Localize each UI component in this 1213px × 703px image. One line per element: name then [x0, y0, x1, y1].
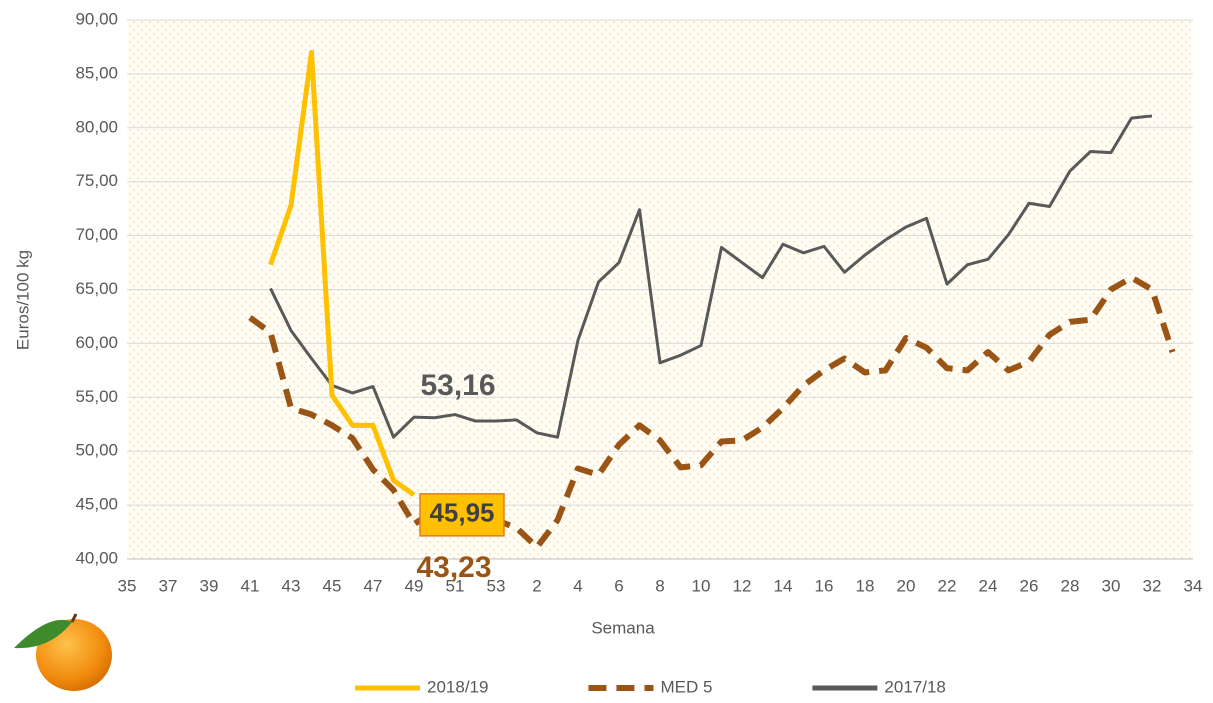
x-tick-label: 35: [118, 576, 137, 595]
y-tick-label: 45,00: [75, 495, 118, 514]
x-tick-label: 30: [1102, 576, 1121, 595]
y-tick-label: 40,00: [75, 548, 118, 567]
data-label: 43,23: [416, 551, 491, 584]
y-tick-label: 55,00: [75, 387, 118, 406]
x-tick-label: 20: [897, 576, 916, 595]
chart: Euros/100 kg Semana 40,00 45,00 50,00 55,00…: [0, 0, 1213, 698]
orange-icon: [14, 614, 112, 691]
x-tick-label: 26: [1020, 576, 1039, 595]
x-tick-label: 47: [364, 576, 383, 595]
y-tick-label: 85,00: [75, 63, 118, 82]
x-tick-label: 43: [282, 576, 301, 595]
x-tick-label: 2: [532, 576, 541, 595]
x-tick-label: 4: [573, 576, 582, 595]
x-tick-label: 22: [938, 576, 957, 595]
x-tick-label: 18: [856, 576, 875, 595]
legend-label: 2017/18: [884, 677, 945, 696]
x-tick-label: 45: [323, 576, 342, 595]
y-tick-label: 80,00: [75, 117, 118, 136]
x-tick-label: 6: [614, 576, 623, 595]
y-tick-label: 90,00: [75, 9, 118, 28]
legend-label: MED 5: [660, 677, 712, 696]
y-tick-label: 50,00: [75, 441, 118, 460]
y-tick-label: 75,00: [75, 171, 118, 190]
y-tick-label: 65,00: [75, 279, 118, 298]
x-tick-label: 34: [1184, 576, 1203, 595]
x-tick-label: 10: [692, 576, 711, 595]
x-tick-label: 16: [815, 576, 834, 595]
x-tick-label: 37: [159, 576, 178, 595]
x-tick-label: 14: [774, 576, 793, 595]
x-tick-label: 41: [241, 576, 260, 595]
data-label: 53,16: [420, 369, 495, 402]
x-tick-label: 39: [200, 576, 219, 595]
y-axis-title: Euros/100 kg: [13, 250, 32, 350]
x-tick-label: 12: [733, 576, 752, 595]
y-tick-label: 60,00: [75, 333, 118, 352]
y-tick-label: 70,00: [75, 225, 118, 244]
data-label: 45,95: [429, 498, 494, 528]
x-tick-label: 32: [1143, 576, 1162, 595]
x-tick-label: 8: [655, 576, 664, 595]
x-tick-label: 24: [979, 576, 998, 595]
x-tick-label: 28: [1061, 576, 1080, 595]
legend-label: 2018/19: [427, 677, 488, 696]
x-axis-title: Semana: [591, 618, 655, 637]
